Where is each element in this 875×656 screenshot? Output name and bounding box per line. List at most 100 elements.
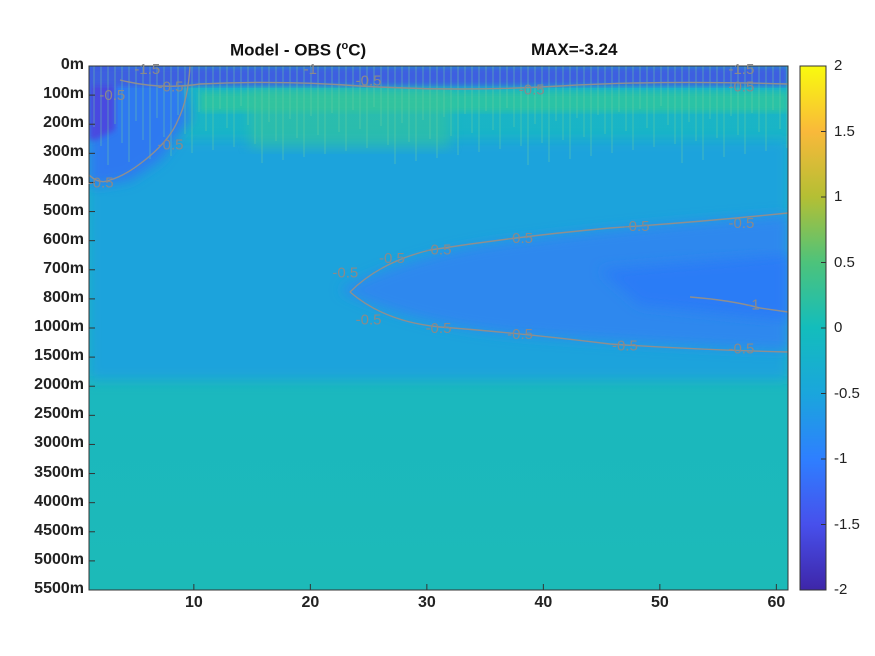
texture-stripe: [387, 66, 389, 145]
texture-stripe: [429, 66, 431, 139]
texture-stripe: [205, 66, 207, 131]
contour-label: -0.5: [158, 78, 184, 95]
colorbar-tick-label: -2: [834, 581, 848, 598]
contour-line-cold-core: [689, 296, 788, 313]
contour-label: -1.5: [728, 61, 754, 78]
colorbar-tick-marks: [821, 65, 826, 591]
texture-stripe: [583, 66, 585, 137]
texture-stripe: [422, 66, 424, 120]
y-tick-label: 200m: [43, 114, 84, 132]
contour-label: -0.5: [99, 87, 125, 104]
texture-stripe: [415, 66, 417, 161]
texture-stripe: [247, 66, 249, 125]
texture-stripe: [212, 66, 214, 150]
contour-label: -0.5: [158, 137, 184, 154]
texture-stripe: [639, 66, 641, 109]
contour-label: -0.5: [356, 73, 382, 90]
contour-label: -0.5: [728, 215, 754, 232]
y-tick-label: 800m: [43, 288, 84, 306]
texture-stripe: [163, 66, 165, 137]
y-tick-label: 2000m: [34, 376, 84, 394]
texture-stripe: [268, 66, 270, 122]
y-tick-label: 600m: [43, 230, 84, 248]
texture-stripe: [443, 66, 445, 117]
chart-title-end: C): [348, 40, 367, 60]
texture-stripe: [506, 66, 508, 108]
contour-label: -0.5: [507, 326, 533, 343]
texture-stripe: [100, 66, 102, 146]
texture-stripe: [520, 66, 522, 146]
texture-stripe: [681, 66, 683, 163]
texture-stripe: [380, 66, 382, 126]
texture-stripe: [576, 66, 578, 118]
chart-title-sup: o: [341, 40, 349, 52]
texture-stripe: [128, 66, 130, 162]
y-tick-label: 300m: [43, 143, 84, 161]
contour-label: -0.5: [426, 241, 452, 258]
contour-label: -1.5: [134, 61, 160, 78]
x-tick-label: 30: [417, 594, 436, 611]
texture-stripe: [282, 66, 284, 160]
texture-stripe: [254, 66, 256, 144]
texture-stripe: [317, 66, 319, 135]
texture-stripe: [667, 66, 669, 125]
colorbar-tick-label: 1: [834, 188, 843, 205]
contour-lines: [89, 66, 788, 353]
texture-stripe: [737, 66, 739, 135]
texture-stripe: [765, 66, 767, 151]
texture-stripe: [499, 66, 501, 149]
x-tick-label: 50: [650, 594, 669, 611]
texture-stripe: [352, 66, 354, 110]
texture-stripe: [751, 66, 753, 113]
chart-title: Model - OBS (oC): [230, 40, 366, 61]
y-tick-label: 400m: [43, 172, 84, 190]
texture-stripe: [359, 66, 361, 129]
texture-stripe: [779, 66, 781, 129]
y-tick-label: 700m: [43, 259, 84, 277]
chart-title-main: Model - OBS (: [230, 40, 342, 60]
y-tick-label: 3000m: [34, 434, 84, 452]
x-tick-marks: [193, 584, 777, 590]
x-tick-label: 20: [301, 594, 320, 611]
y-tick-label: 100m: [43, 85, 84, 103]
texture-stripe: [618, 66, 620, 112]
texture-stripe: [135, 66, 137, 121]
texture-stripe: [219, 66, 221, 109]
texture-stripe: [548, 66, 550, 162]
colorbar-tick-label: 1.5: [834, 122, 855, 140]
contour-label-layer: -0.5-0.5-1.5-0.5-1-0.5-0.5-1.5-0.5-0.5-0…: [88, 61, 760, 357]
texture-stripe: [674, 66, 676, 144]
contour-line-surface: [119, 79, 788, 90]
colorbar-tick-label: 2: [834, 57, 843, 74]
texture-stripe: [233, 66, 235, 147]
contour-label: -0.5: [612, 337, 638, 354]
colorbar-tick-label: -1: [834, 450, 848, 467]
texture-stripe: [646, 66, 648, 128]
max-annotation: MAX=-3.24: [531, 40, 618, 59]
texture-stripe: [716, 66, 718, 138]
heatmap-field: [89, 66, 788, 590]
texture-stripe: [331, 66, 333, 113]
texture-stripe: [653, 66, 655, 147]
texture-stripe: [534, 66, 536, 124]
texture-stripe: [114, 66, 116, 124]
y-tick-label: 1500m: [34, 347, 84, 365]
x-tick-label: 10: [184, 594, 203, 611]
texture-stripe: [660, 66, 662, 106]
contour-label: -0.5: [728, 78, 754, 95]
contour-line-tongue-bottom: [349, 291, 788, 353]
texture-stripe: [303, 66, 305, 157]
texture-stripe: [450, 66, 452, 136]
texture-stripe: [142, 66, 144, 140]
contour-label: -0.5: [624, 218, 650, 235]
colorbar-tick-label: 0.5: [834, 253, 855, 271]
contour-label: -0.5: [356, 311, 382, 328]
texture-stripe: [149, 66, 151, 159]
contour-line-upper-left: [89, 66, 191, 183]
contour-label: -0.5: [426, 320, 452, 337]
contour-label: -0.5: [379, 250, 405, 267]
y-tick-label: 5500m: [34, 580, 84, 597]
y-tick-label: 2500m: [34, 405, 84, 423]
texture-stripe: [296, 66, 298, 138]
